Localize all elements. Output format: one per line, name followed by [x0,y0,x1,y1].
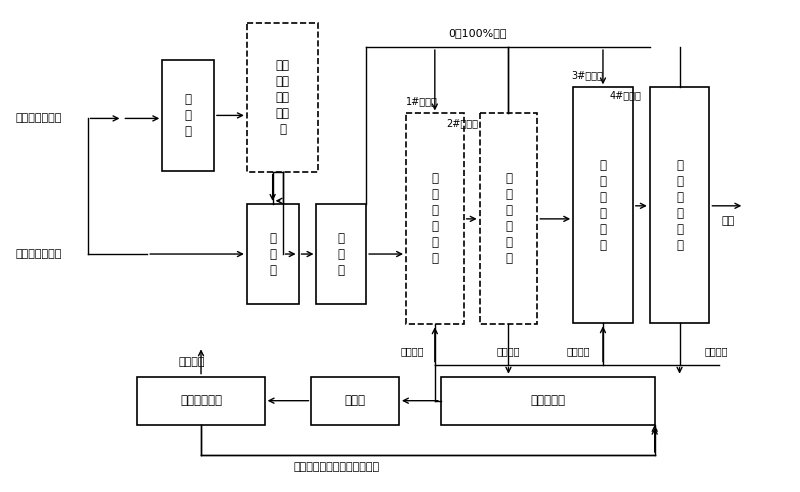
Text: 1#投加点: 1#投加点 [406,96,438,106]
Text: 第
二
段
沉
淀
池: 第 二 段 沉 淀 池 [676,159,683,252]
Text: 浓缩池上清液及污泥脱水滤液: 浓缩池上清液及污泥脱水滤液 [294,462,379,472]
Bar [246,204,298,304]
Text: 2#投加点: 2#投加点 [446,119,478,128]
Text: （水
解酸
化）
调节
池: （水 解酸 化） 调节 池 [275,59,290,136]
Text: 粗
格
栅: 粗 格 栅 [185,93,191,138]
Bar [162,60,214,171]
Text: 城镇生活污水等: 城镇生活污水等 [16,249,62,259]
Text: 第
一
段
沉
淀
池: 第 一 段 沉 淀 池 [505,172,512,265]
Text: 0～100%进水: 0～100%进水 [448,28,506,38]
Text: 4#投加点: 4#投加点 [610,91,642,100]
Text: 出水: 出水 [722,216,734,226]
Text: 第
一
段
生
物
池: 第 一 段 生 物 池 [431,172,438,265]
Text: 泥饼填埋: 泥饼填埋 [179,357,206,367]
Text: 细
格
栅: 细 格 栅 [269,232,276,277]
Bar [138,376,265,425]
Text: 污泥脱水机房: 污泥脱水机房 [180,394,222,407]
Bar [406,113,464,324]
Bar [479,113,538,324]
Text: 剩余污泥: 剩余污泥 [497,346,520,357]
Text: 第
二
段
生
物
池: 第 二 段 生 物 池 [599,159,606,252]
Text: 剩余污泥: 剩余污泥 [705,346,728,357]
Bar [246,23,318,172]
Bar [650,87,710,323]
Bar [573,87,633,323]
Text: 污泥浓缩池: 污泥浓缩池 [530,394,566,407]
Text: 3#投加点: 3#投加点 [571,70,603,80]
Bar [311,376,399,425]
Text: 沉
砂
池: 沉 砂 池 [338,232,345,277]
Bar [317,204,366,304]
Text: 储泥池: 储泥池 [345,394,366,407]
Text: 回流污泥: 回流污泥 [566,346,590,357]
Text: 难降解工业废水: 难降解工业废水 [16,114,62,123]
Bar [441,376,654,425]
Text: 回流污泥: 回流污泥 [400,346,424,357]
